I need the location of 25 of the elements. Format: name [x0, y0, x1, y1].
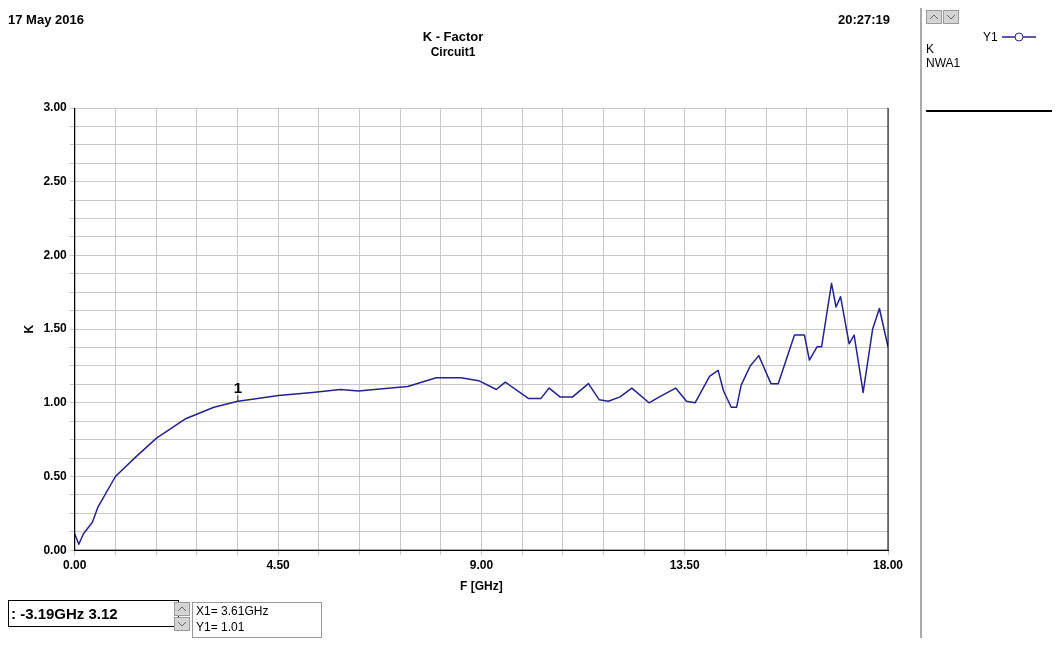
x-tick-label: 9.00 [469, 557, 494, 572]
text: : -3.19GHz 3.12 [8, 600, 179, 627]
y-tick-label: 1.00 [43, 395, 68, 410]
text: 17 May 2016 [8, 12, 84, 27]
text: K [926, 42, 935, 56]
y-tick-label: 2.00 [43, 247, 68, 262]
y-axis-title: K [21, 324, 36, 334]
text: 20:27:19 [838, 12, 891, 27]
x-tick-label: 13.50 [669, 557, 701, 572]
y-tick-label: 2.50 [43, 174, 68, 189]
text: Y1= 1.01 [196, 620, 245, 634]
chart-subtitle: Circuit1 [430, 45, 476, 60]
x-tick-label: 0.00 [63, 557, 87, 572]
y-tick-label: 0.50 [43, 468, 68, 483]
legend-label: Y1 [983, 30, 998, 44]
annotation: 1 [233, 379, 243, 397]
x-tick-label: 18.00 [872, 557, 904, 572]
text: X1= 3.61GHz [196, 604, 269, 618]
x-tick-label: 4.50 [266, 557, 291, 572]
chart-title: K - Factor [422, 29, 484, 45]
text: NWA1 [926, 56, 961, 70]
y-tick-label: 1.50 [43, 321, 68, 336]
y-tick-label: 3.00 [43, 100, 68, 115]
y-tick-label: 0.00 [43, 542, 68, 557]
x-axis-title: F [GHz] [460, 579, 503, 594]
